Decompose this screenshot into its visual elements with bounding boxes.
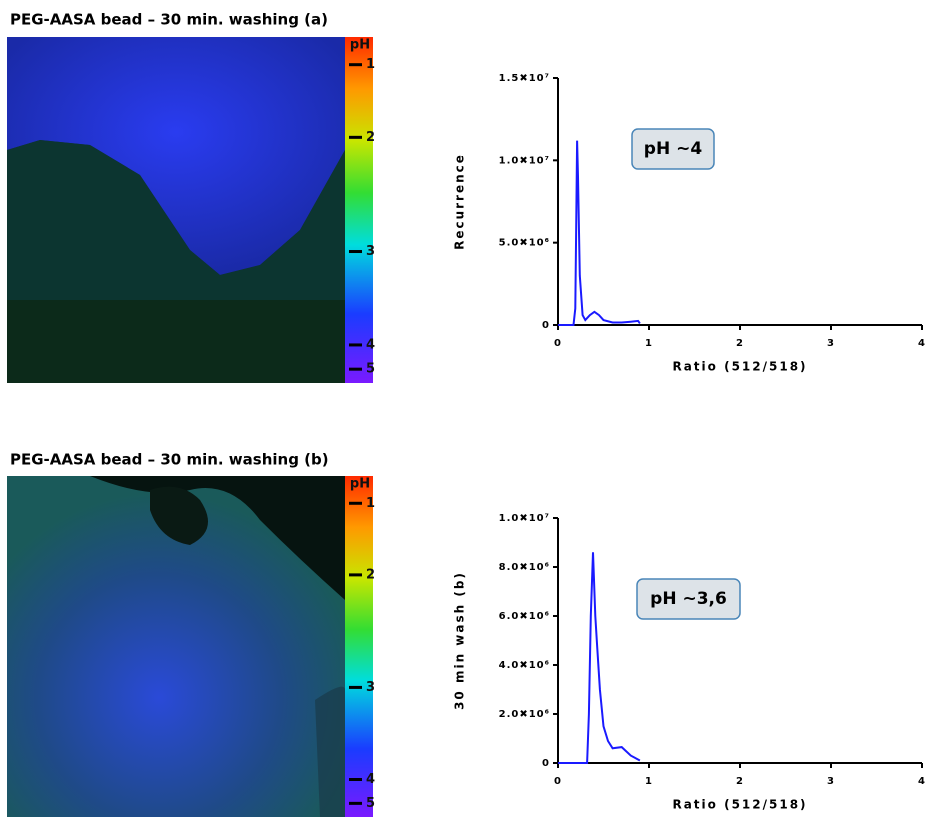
x-tick-label: 3 [827,776,835,787]
colorbar-label: 3 [366,680,375,695]
y-tick-label: 0 [542,320,550,331]
y-tick-label: 4.0✖10⁶ [499,660,550,671]
colorbar-title: pH [350,477,370,492]
annotation: pH ~3,6 [650,589,727,609]
micrograph-b [7,476,373,817]
image-title: PEG-AASA bead – 30 min. washing (a) [10,11,328,29]
x-tick-label: 2 [736,338,744,349]
annotation-box [631,128,715,170]
colorbar-title: pH [350,38,370,53]
y-tick-label: 1.5✖10⁷ [499,73,550,84]
annotation: pH ~4 [644,139,703,159]
y-tick-label: 0 [542,758,550,769]
micrograph-a [7,37,373,383]
colorbar-label: 1 [366,57,375,72]
y-tick-label: 1.0✖10⁷ [499,155,550,166]
colorbar-label: 1 [366,496,375,511]
colorbar-label: 4 [366,337,375,352]
image-title: PEG-AASA bead – 30 min. washing (b) [10,451,329,469]
x-tick-label: 0 [554,338,562,349]
annotation-box [636,578,741,620]
y-tick-label: 8.0✖10⁶ [499,562,550,573]
colorbar-label: 3 [366,244,375,259]
y-tick-label: 6.0✖10⁶ [499,611,550,622]
data-line [558,140,641,326]
y-axis-label: Recurrence [453,153,467,250]
x-tick-label: 1 [645,776,653,787]
colorbar-label: 2 [366,567,375,582]
colorbar-label: 5 [366,796,375,811]
y-tick-label: 2.0✖10⁶ [499,709,550,720]
colorbar-label: 2 [366,130,375,145]
x-axis-label: Ratio (512/518) [672,798,807,812]
y-tick-label: 5.0✖10⁶ [499,238,550,249]
x-tick-label: 4 [918,338,926,349]
x-tick-label: 2 [736,776,744,787]
x-tick-label: 3 [827,338,835,349]
data-line [558,552,641,764]
x-tick-label: 1 [645,338,653,349]
x-tick-label: 0 [554,776,562,787]
y-tick-label: 1.0✖10⁷ [499,513,550,524]
colorbar-label: 5 [366,362,375,377]
colorbar-label: 4 [366,772,375,787]
x-axis-label: Ratio (512/518) [672,360,807,374]
x-tick-label: 4 [918,776,926,787]
y-axis-label: 30 min wash (b) [453,571,467,710]
